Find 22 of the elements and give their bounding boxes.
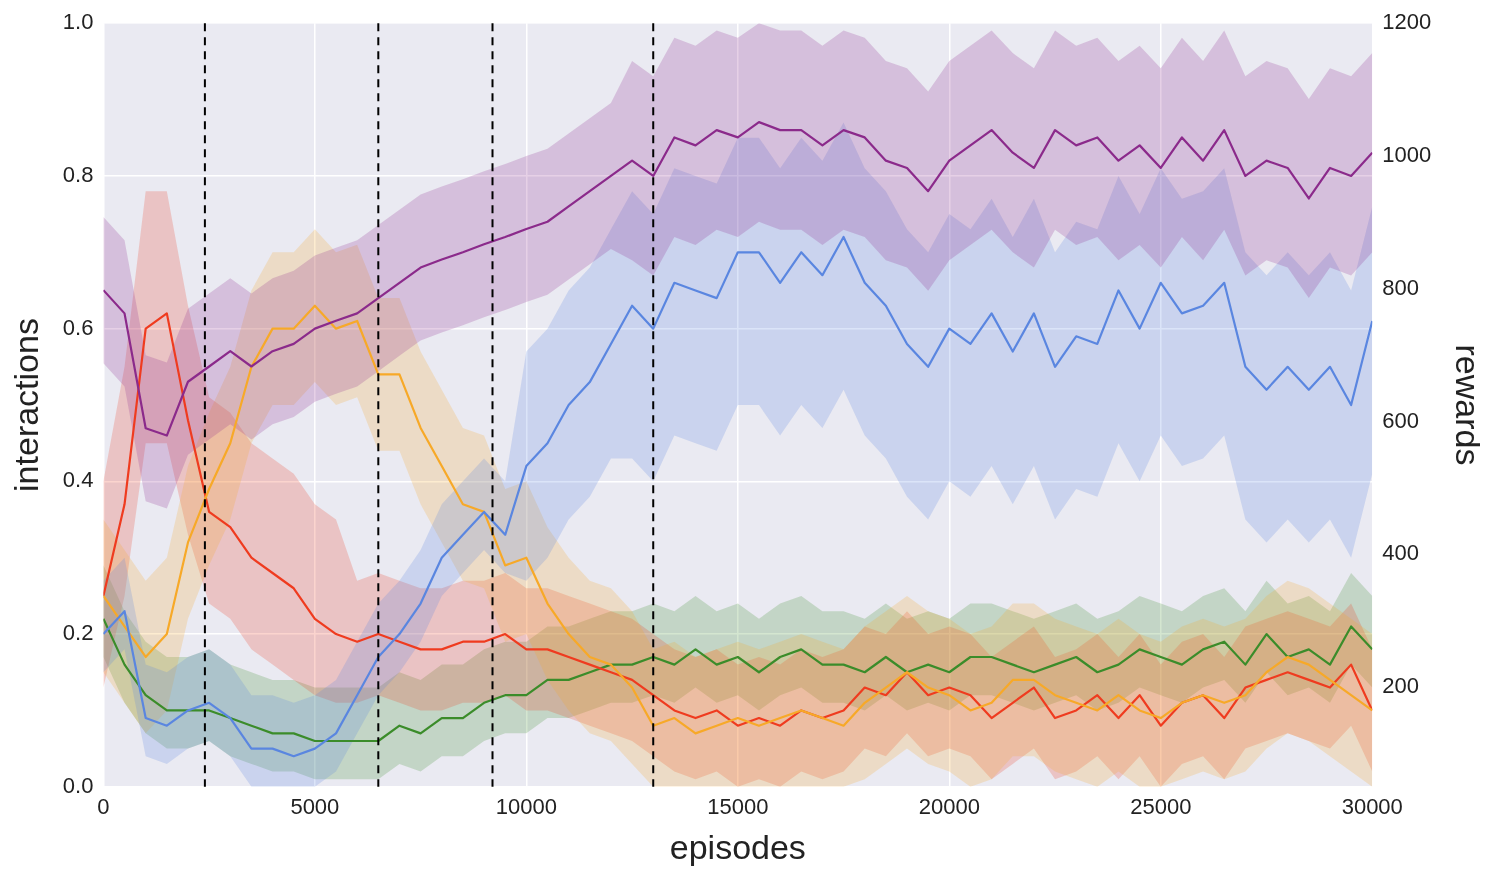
y2-tick-label: 800 [1382, 274, 1419, 300]
y-tick-label: 0.8 [62, 161, 94, 187]
x-axis-title: episodes [669, 827, 806, 866]
y-tick-label: 0.4 [62, 467, 94, 493]
y2-tick-label: 1000 [1382, 142, 1432, 168]
x-tick-label: 25000 [1130, 794, 1192, 820]
y-tick-label: 0.0 [62, 772, 94, 798]
x-tick-label: 0 [97, 794, 110, 820]
y2-tick-label: 200 [1382, 673, 1419, 699]
x-tick-label: 5000 [290, 794, 340, 820]
y-tick-label: 0.2 [62, 620, 94, 646]
x-tick-label: 20000 [918, 794, 980, 820]
x-tick-label: 10000 [495, 794, 557, 820]
y-tick-label: 1.0 [62, 9, 94, 35]
y-tick-label: 0.6 [62, 314, 94, 340]
x-tick-label: 15000 [707, 794, 769, 820]
y2-tick-label: 600 [1382, 407, 1419, 433]
y-axis-title: interactions [6, 318, 45, 492]
y2-tick-label: 1200 [1382, 9, 1432, 35]
x-tick-label: 30000 [1341, 794, 1403, 820]
y2-axis-title: rewards [1449, 344, 1488, 466]
y2-tick-label: 400 [1382, 540, 1419, 566]
